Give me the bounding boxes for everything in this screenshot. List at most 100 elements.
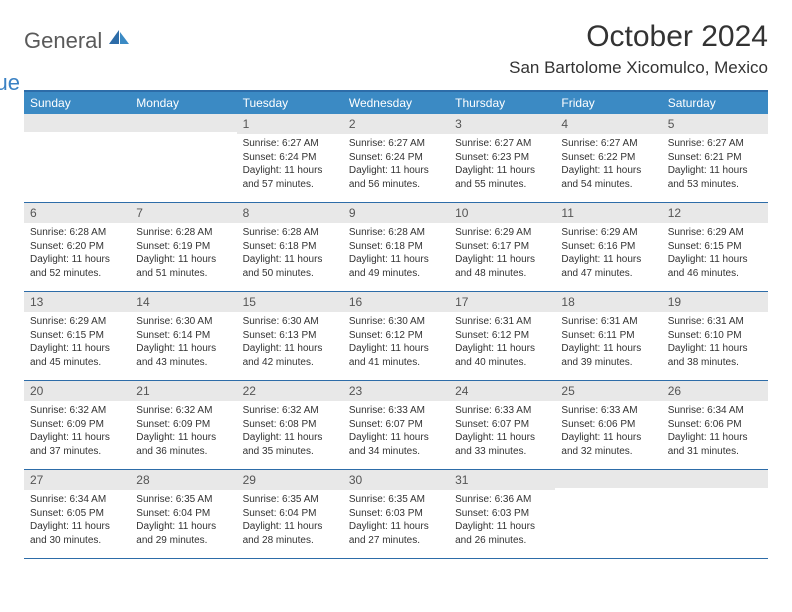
day-number: 5	[662, 114, 768, 134]
sunrise-text: Sunrise: 6:35 AM	[349, 493, 443, 507]
day-number: 25	[555, 381, 661, 401]
day-header: Monday	[130, 92, 236, 114]
day-cell: 5Sunrise: 6:27 AMSunset: 6:21 PMDaylight…	[662, 114, 768, 202]
day-details: Sunrise: 6:31 AMSunset: 6:10 PMDaylight:…	[662, 312, 768, 375]
sunset-text: Sunset: 6:22 PM	[561, 151, 655, 165]
day-details: Sunrise: 6:34 AMSunset: 6:06 PMDaylight:…	[662, 401, 768, 464]
daylight-text: Daylight: 11 hours and 55 minutes.	[455, 164, 549, 191]
day-cell: 16Sunrise: 6:30 AMSunset: 6:12 PMDayligh…	[343, 292, 449, 380]
sunset-text: Sunset: 6:04 PM	[243, 507, 337, 521]
daylight-text: Daylight: 11 hours and 32 minutes.	[561, 431, 655, 458]
day-details: Sunrise: 6:31 AMSunset: 6:12 PMDaylight:…	[449, 312, 555, 375]
day-cell: 3Sunrise: 6:27 AMSunset: 6:23 PMDaylight…	[449, 114, 555, 202]
daylight-text: Daylight: 11 hours and 42 minutes.	[243, 342, 337, 369]
day-cell: 12Sunrise: 6:29 AMSunset: 6:15 PMDayligh…	[662, 203, 768, 291]
day-number: 3	[449, 114, 555, 134]
day-number: 24	[449, 381, 555, 401]
daylight-text: Daylight: 11 hours and 37 minutes.	[30, 431, 124, 458]
day-details: Sunrise: 6:31 AMSunset: 6:11 PMDaylight:…	[555, 312, 661, 375]
daylight-text: Daylight: 11 hours and 56 minutes.	[349, 164, 443, 191]
day-details: Sunrise: 6:28 AMSunset: 6:20 PMDaylight:…	[24, 223, 130, 286]
day-number: 11	[555, 203, 661, 223]
day-header: Wednesday	[343, 92, 449, 114]
sunrise-text: Sunrise: 6:29 AM	[455, 226, 549, 240]
sunrise-text: Sunrise: 6:33 AM	[349, 404, 443, 418]
day-number: 14	[130, 292, 236, 312]
day-header: Thursday	[449, 92, 555, 114]
daylight-text: Daylight: 11 hours and 28 minutes.	[243, 520, 337, 547]
sunrise-text: Sunrise: 6:34 AM	[30, 493, 124, 507]
sunset-text: Sunset: 6:15 PM	[30, 329, 124, 343]
sunset-text: Sunset: 6:09 PM	[136, 418, 230, 432]
daylight-text: Daylight: 11 hours and 54 minutes.	[561, 164, 655, 191]
day-number: 12	[662, 203, 768, 223]
day-header: Friday	[555, 92, 661, 114]
day-details: Sunrise: 6:29 AMSunset: 6:15 PMDaylight:…	[24, 312, 130, 375]
week-row: 1Sunrise: 6:27 AMSunset: 6:24 PMDaylight…	[24, 114, 768, 203]
daylight-text: Daylight: 11 hours and 48 minutes.	[455, 253, 549, 280]
title-block: October 2024 San Bartolome Xicomulco, Me…	[509, 20, 768, 78]
daylight-text: Daylight: 11 hours and 39 minutes.	[561, 342, 655, 369]
sunrise-text: Sunrise: 6:28 AM	[243, 226, 337, 240]
day-details: Sunrise: 6:30 AMSunset: 6:14 PMDaylight:…	[130, 312, 236, 375]
sunrise-text: Sunrise: 6:36 AM	[455, 493, 549, 507]
day-number: 19	[662, 292, 768, 312]
day-details: Sunrise: 6:27 AMSunset: 6:24 PMDaylight:…	[237, 134, 343, 197]
sunset-text: Sunset: 6:06 PM	[561, 418, 655, 432]
sunset-text: Sunset: 6:11 PM	[561, 329, 655, 343]
day-number	[130, 114, 236, 132]
week-row: 20Sunrise: 6:32 AMSunset: 6:09 PMDayligh…	[24, 381, 768, 470]
day-cell: 21Sunrise: 6:32 AMSunset: 6:09 PMDayligh…	[130, 381, 236, 469]
day-details: Sunrise: 6:35 AMSunset: 6:03 PMDaylight:…	[343, 490, 449, 553]
day-number: 9	[343, 203, 449, 223]
day-cell: 4Sunrise: 6:27 AMSunset: 6:22 PMDaylight…	[555, 114, 661, 202]
daylight-text: Daylight: 11 hours and 46 minutes.	[668, 253, 762, 280]
sunrise-text: Sunrise: 6:32 AM	[30, 404, 124, 418]
sunrise-text: Sunrise: 6:33 AM	[455, 404, 549, 418]
day-number: 18	[555, 292, 661, 312]
day-number: 27	[24, 470, 130, 490]
day-details: Sunrise: 6:35 AMSunset: 6:04 PMDaylight:…	[237, 490, 343, 553]
calendar-grid: SundayMondayTuesdayWednesdayThursdayFrid…	[24, 90, 768, 559]
sunset-text: Sunset: 6:15 PM	[668, 240, 762, 254]
daylight-text: Daylight: 11 hours and 41 minutes.	[349, 342, 443, 369]
day-number	[24, 114, 130, 132]
day-number: 13	[24, 292, 130, 312]
day-cell: 6Sunrise: 6:28 AMSunset: 6:20 PMDaylight…	[24, 203, 130, 291]
calendar-page: General Blue October 2024 San Bartolome …	[0, 0, 792, 579]
sunrise-text: Sunrise: 6:32 AM	[136, 404, 230, 418]
daylight-text: Daylight: 11 hours and 50 minutes.	[243, 253, 337, 280]
sunrise-text: Sunrise: 6:29 AM	[30, 315, 124, 329]
day-details: Sunrise: 6:29 AMSunset: 6:16 PMDaylight:…	[555, 223, 661, 286]
day-number: 29	[237, 470, 343, 490]
day-number: 17	[449, 292, 555, 312]
sunset-text: Sunset: 6:18 PM	[243, 240, 337, 254]
sunset-text: Sunset: 6:07 PM	[349, 418, 443, 432]
day-number: 20	[24, 381, 130, 401]
day-details: Sunrise: 6:27 AMSunset: 6:22 PMDaylight:…	[555, 134, 661, 197]
sunrise-text: Sunrise: 6:35 AM	[243, 493, 337, 507]
sunrise-text: Sunrise: 6:28 AM	[136, 226, 230, 240]
day-cell: 24Sunrise: 6:33 AMSunset: 6:07 PMDayligh…	[449, 381, 555, 469]
logo-text-blue: Blue	[0, 70, 83, 96]
day-cell: 28Sunrise: 6:35 AMSunset: 6:04 PMDayligh…	[130, 470, 236, 558]
sunrise-text: Sunrise: 6:31 AM	[455, 315, 549, 329]
day-header: Tuesday	[237, 92, 343, 114]
daylight-text: Daylight: 11 hours and 27 minutes.	[349, 520, 443, 547]
sunrise-text: Sunrise: 6:27 AM	[349, 137, 443, 151]
day-number: 8	[237, 203, 343, 223]
sunrise-text: Sunrise: 6:28 AM	[349, 226, 443, 240]
sunrise-text: Sunrise: 6:30 AM	[349, 315, 443, 329]
day-cell: 29Sunrise: 6:35 AMSunset: 6:04 PMDayligh…	[237, 470, 343, 558]
sunset-text: Sunset: 6:18 PM	[349, 240, 443, 254]
sunset-text: Sunset: 6:24 PM	[243, 151, 337, 165]
sunset-text: Sunset: 6:16 PM	[561, 240, 655, 254]
day-details: Sunrise: 6:29 AMSunset: 6:15 PMDaylight:…	[662, 223, 768, 286]
day-details: Sunrise: 6:27 AMSunset: 6:24 PMDaylight:…	[343, 134, 449, 197]
sunset-text: Sunset: 6:21 PM	[668, 151, 762, 165]
sunset-text: Sunset: 6:24 PM	[349, 151, 443, 165]
day-number: 16	[343, 292, 449, 312]
sunset-text: Sunset: 6:14 PM	[136, 329, 230, 343]
day-number: 1	[237, 114, 343, 134]
sunrise-text: Sunrise: 6:33 AM	[561, 404, 655, 418]
